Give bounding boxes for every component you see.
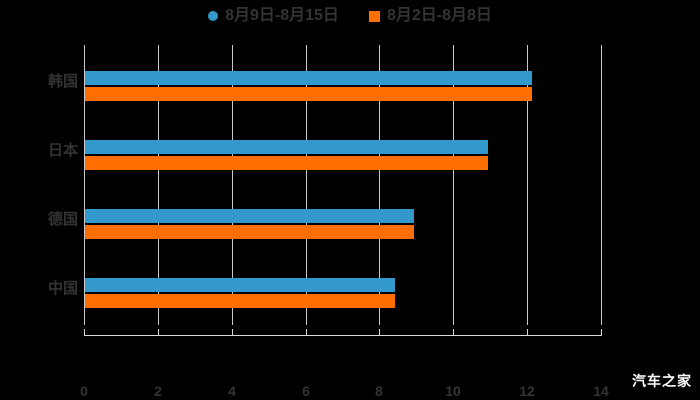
- x-axis-tick: [379, 329, 380, 336]
- legend-item-2[interactable]: 8月2日-8月8日: [368, 6, 492, 26]
- x-tick-label: 4: [228, 383, 236, 399]
- gridline-x-0: [84, 45, 85, 325]
- legend-item-1[interactable]: 8月9日-8月15日: [208, 6, 339, 26]
- plot-area: 0 2 4 6 8 10 12 14: [80, 45, 609, 399]
- gridline-x-2: [158, 45, 159, 325]
- gridline-x-8: [379, 45, 380, 325]
- bar-series1-4: [85, 278, 395, 292]
- x-tick-label: 0: [80, 383, 88, 399]
- bar-series2-2: [85, 156, 488, 170]
- bar-series1-3: [85, 209, 414, 223]
- category-label-1: 韩国: [47, 73, 78, 90]
- category-label-2: 日本: [47, 142, 78, 159]
- category-label-4: 中国: [47, 280, 78, 297]
- x-tick-label: 8: [375, 383, 383, 399]
- legend-label: 8月9日-8月15日: [225, 7, 339, 24]
- x-axis-tick: [453, 329, 454, 336]
- gridline-x-14: [601, 45, 602, 325]
- x-axis-line: [84, 335, 601, 336]
- x-tick-label: 6: [302, 383, 310, 399]
- x-axis-tick: [306, 329, 307, 336]
- bar-series2-3: [85, 225, 414, 239]
- gridline-x-12: [527, 45, 528, 325]
- x-axis-tick: [84, 329, 85, 336]
- legend-label: 8月2日-8月8日: [386, 7, 492, 24]
- legend-square-marker: [368, 10, 380, 22]
- x-tick-label: 12: [519, 383, 535, 399]
- x-tick-label: 14: [593, 383, 609, 399]
- x-axis-tick: [158, 329, 159, 336]
- legend-circle-marker: [208, 11, 219, 21]
- x-axis-tick: [527, 329, 528, 336]
- gridline-x-6: [306, 45, 307, 325]
- bar-series1-1: [85, 71, 532, 85]
- watermark-text: 汽车之家: [632, 373, 692, 389]
- bar-series2-4: [85, 294, 395, 308]
- x-tick-label: 2: [154, 383, 162, 399]
- gridline-x-4: [232, 45, 233, 325]
- category-label-3: 德国: [47, 211, 78, 228]
- gridline-x-10: [453, 45, 454, 325]
- bar-series1-2: [85, 140, 488, 154]
- x-axis-tick: [232, 329, 233, 336]
- chart-legend: 8月9日-8月15日 8月2日-8月8日: [0, 6, 700, 26]
- bar-series2-1: [85, 87, 532, 101]
- x-axis-tick: [601, 329, 602, 336]
- x-tick-label: 10: [445, 383, 461, 399]
